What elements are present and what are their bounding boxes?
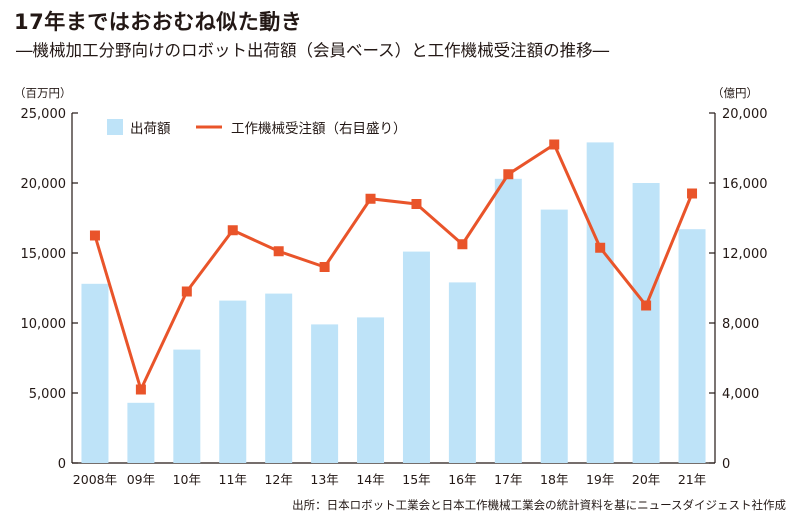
line-series [89,139,698,395]
x-tick-label: 19年 [586,472,614,487]
line-point [457,239,468,250]
bar [173,349,201,463]
line-point [641,300,652,311]
line-point [595,242,606,253]
x-tick-label: 16年 [448,472,476,487]
line-point [503,169,514,180]
bar [265,293,293,463]
x-tick-label: 14年 [356,472,384,487]
left-tick-label: 15,000 [21,247,67,262]
line-point [319,262,330,272]
source-note: 出所：日本ロボット工業会と日本工作機械工業会の統計資料を基にニュースダイジェスト… [292,498,786,512]
chart-subtitle: ―機械加工分野向けのロボット出荷額（会員ベース）と工作機械受注額の推移― [16,41,610,60]
line-point [227,225,238,236]
bar [219,300,247,463]
bar [448,282,476,463]
bar [81,283,109,463]
x-tick-label: 20年 [632,472,660,487]
bar [402,251,430,463]
line-point [135,384,146,395]
x-tick-label: 18年 [540,472,568,487]
legend-bar-swatch [107,119,123,135]
line-point [89,230,100,241]
x-tick-label: 17年 [494,472,522,487]
left-tick-label: 5,000 [29,387,66,402]
bar [494,178,522,464]
left-tick-label: 0 [58,457,66,472]
x-tick-label: 09年 [127,472,155,487]
right-axis-unit: （億円） [712,86,758,100]
right-tick-label: 4,000 [722,387,759,402]
tick-labels: 0 5,000 10,000 15,000 20,000 25,000 0 4,000 8,00… [14,86,768,487]
line-point [687,188,698,199]
bar [127,402,155,463]
x-tick-label: 11年 [219,472,247,487]
line-point [411,199,422,209]
bar [540,209,568,463]
left-tick-label: 10,000 [21,317,67,332]
legend-line-label: 工作機械受注額（右目盛り） [231,121,407,137]
line-point [365,193,376,204]
x-tick-label: 12年 [264,472,292,487]
bar [632,183,660,463]
right-tick-label: 12,000 [722,247,768,262]
left-tick-label: 20,000 [21,177,67,192]
x-tick-label: 10年 [173,472,201,487]
line-point [549,139,560,150]
line-path [93,143,694,391]
chart-title: 17年まではおおむね似た動き [14,10,303,34]
legend: 出荷額 工作機械受注額（右目盛り） [107,119,407,137]
x-tick-label: 13年 [310,472,338,487]
right-tick-label: 16,000 [722,177,768,192]
bar [311,324,339,463]
legend-bar-label: 出荷額 [130,121,171,137]
x-tick-label: 15年 [402,472,430,487]
right-tick-label: 20,000 [722,107,768,122]
axes [71,112,716,464]
x-tick-label: 2008年 [73,472,117,487]
line-point [181,286,192,297]
right-tick-label: 0 [722,457,730,472]
right-tick-label: 8,000 [722,317,759,332]
line-point [273,246,284,257]
bar [586,142,614,463]
left-axis-unit: （百万円） [14,86,72,100]
bar [357,317,385,463]
bar-series [81,142,706,464]
bar [678,229,706,463]
left-tick-label: 25,000 [21,107,67,122]
x-tick-label: 21年 [678,472,706,487]
